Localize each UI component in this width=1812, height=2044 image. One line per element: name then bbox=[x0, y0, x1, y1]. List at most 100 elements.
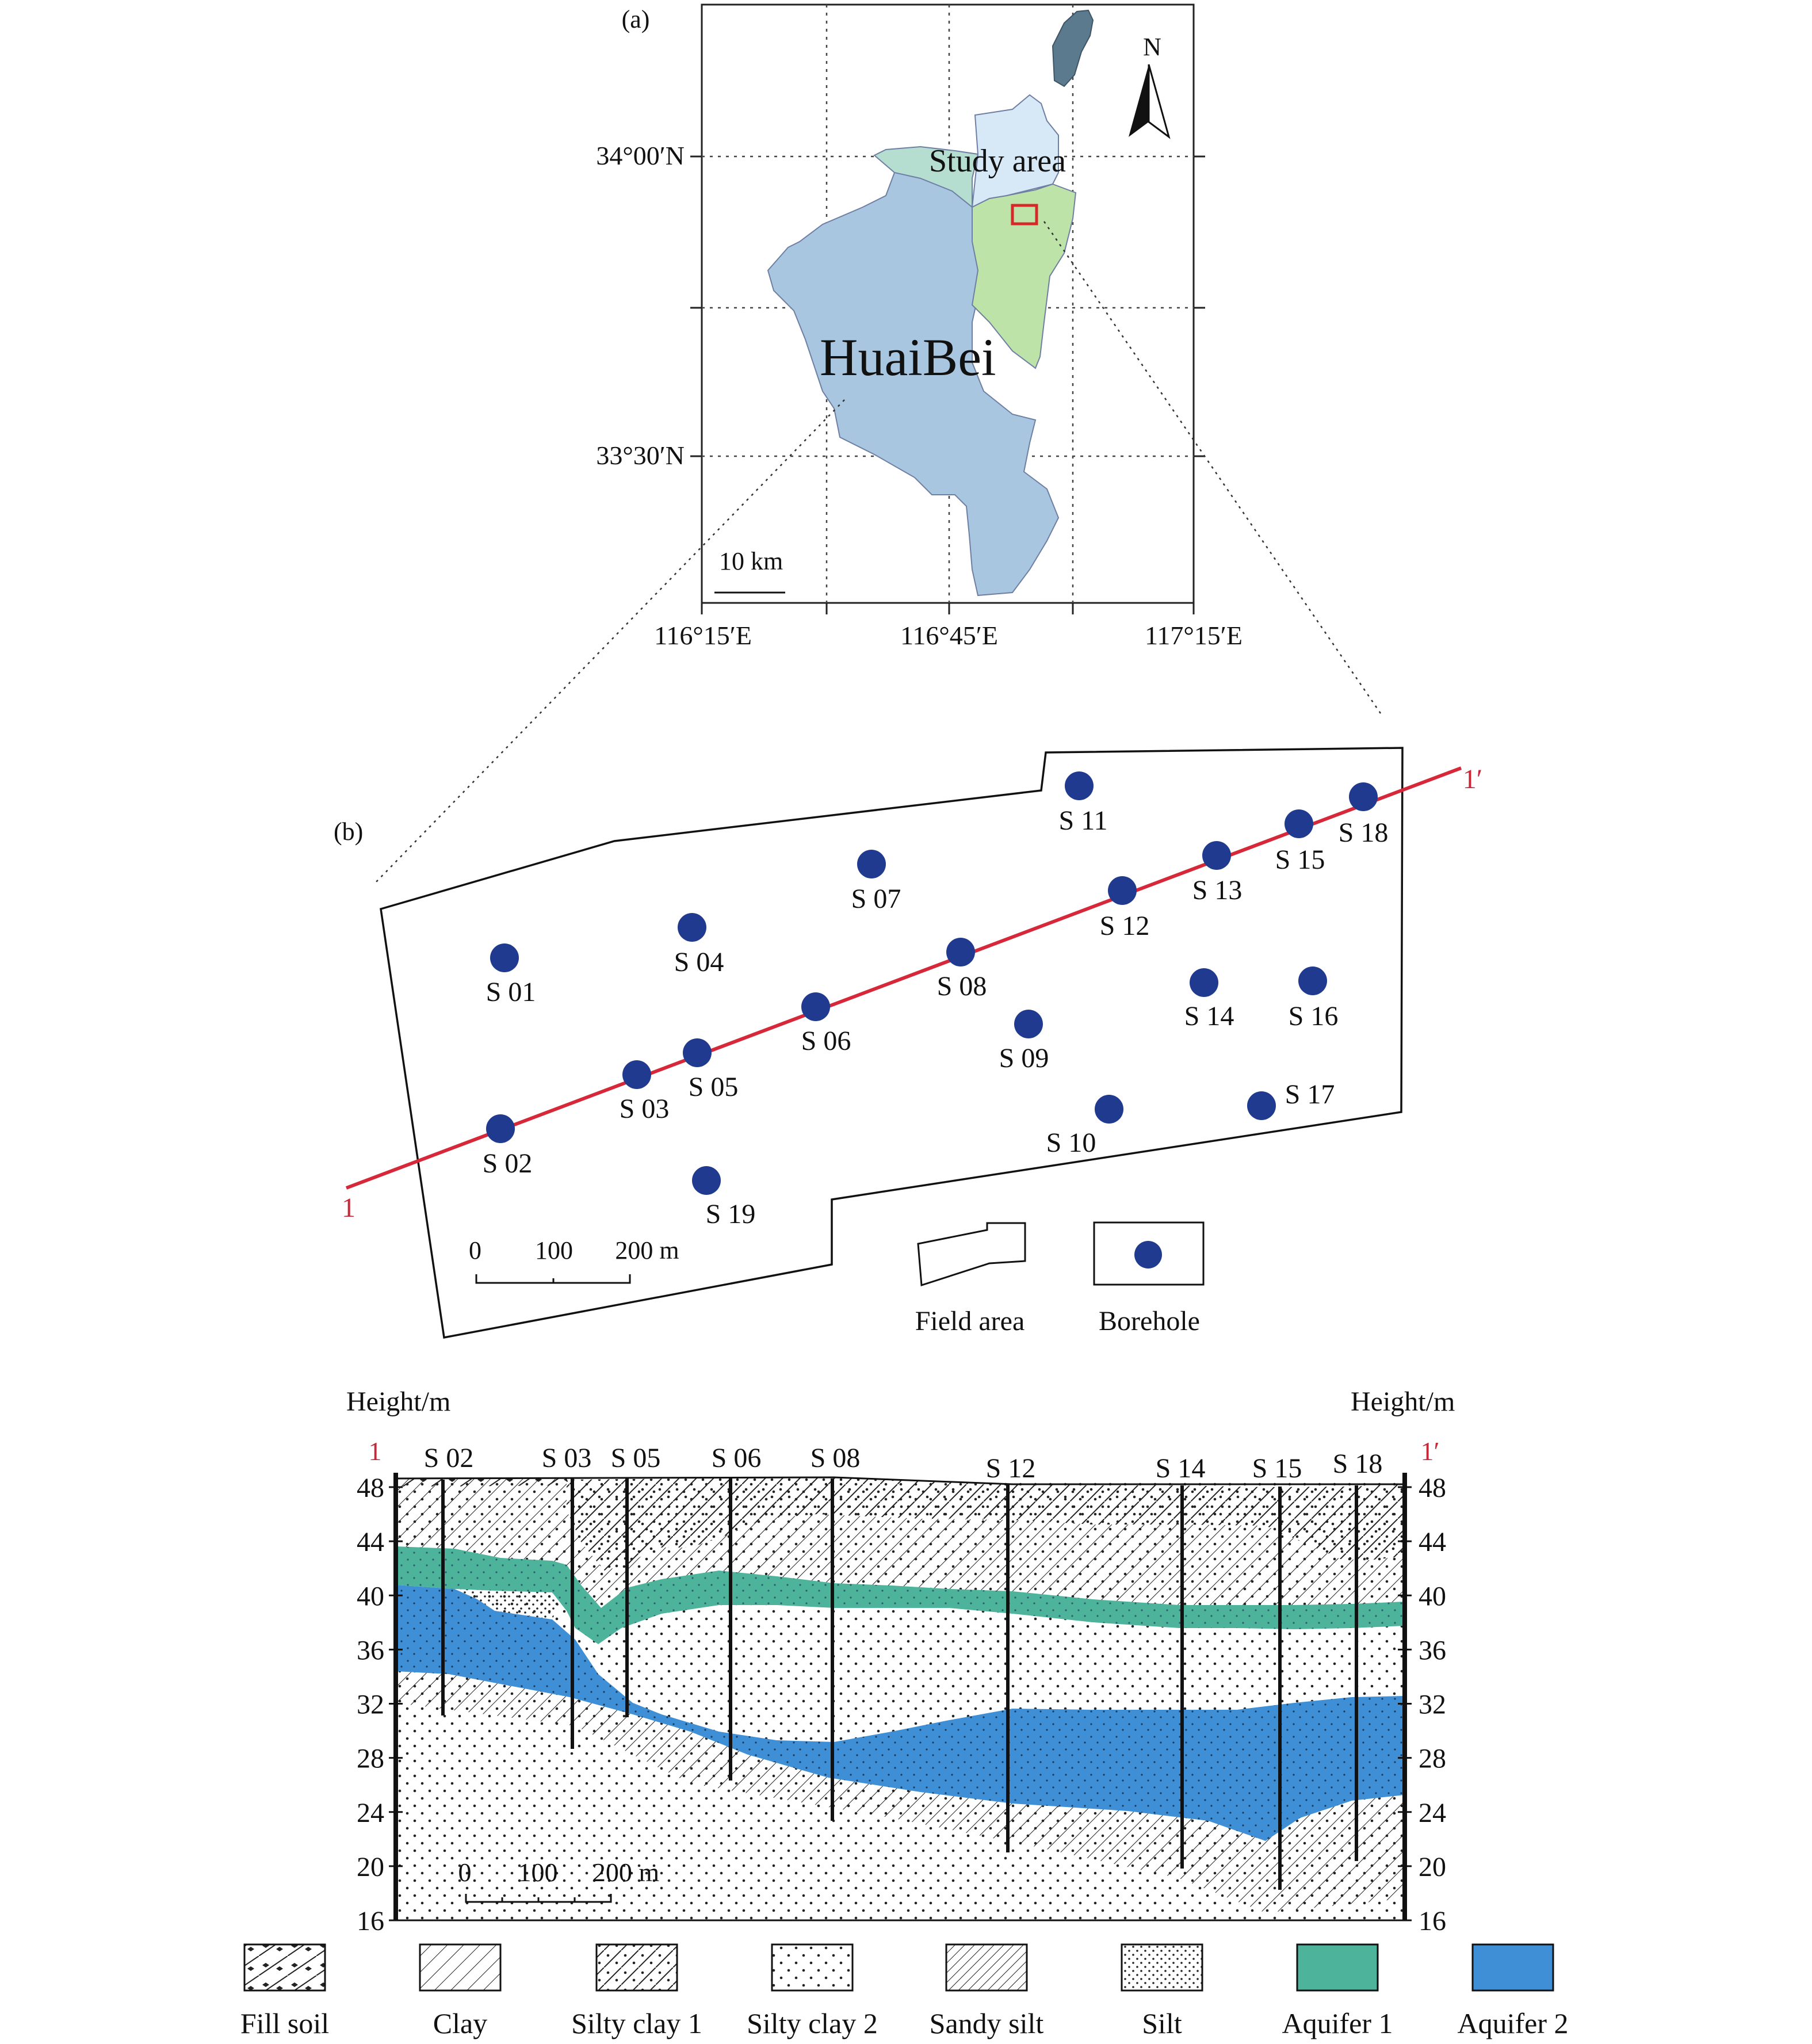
plan-borehole-s-16 bbox=[1298, 966, 1327, 995]
plan-borehole-label-s-03: S 03 bbox=[620, 1094, 670, 1124]
plan-borehole-s-02 bbox=[486, 1114, 515, 1143]
section-scale-tick-200: 200 m bbox=[592, 1858, 660, 1887]
plan-borehole-label-s-08: S 08 bbox=[937, 971, 987, 1002]
legend-swatch-clay bbox=[419, 1943, 502, 1992]
plan-scale: 0 100 200 m bbox=[469, 1236, 679, 1284]
plan-borehole-label-s-01: S 01 bbox=[486, 977, 536, 1007]
zoom-line-left bbox=[374, 399, 845, 884]
layer-silty-clay-1 bbox=[567, 1477, 1405, 1571]
section-boreholes: S 02 S 03 S 05 S 06 S 08 S 12 S 14 S 15 S 18 bbox=[424, 1443, 1383, 1890]
plan-boreholes: S 01 S 02 S 03 S 04 S 05 S 06 S 07 S 08 S 09 S 10… bbox=[483, 771, 1388, 1229]
right-tick-label-44: 44 bbox=[1419, 1527, 1446, 1557]
huaibei-label: HuaiBei bbox=[820, 328, 996, 387]
lat-label-34-00: 34°00′N bbox=[596, 141, 685, 170]
right-tick-label-20: 20 bbox=[1419, 1852, 1446, 1882]
legend-swatch-fill-soil bbox=[243, 1943, 326, 1992]
right-tick-label-40: 40 bbox=[1419, 1581, 1446, 1611]
section-line bbox=[345, 766, 1462, 1190]
plan-borehole-label-s-14: S 14 bbox=[1184, 1001, 1234, 1031]
layer-fill-soil bbox=[396, 1478, 569, 1487]
layer-aquifer-1-texture bbox=[396, 1546, 1405, 1644]
section-left-end: 1 bbox=[369, 1436, 382, 1466]
left-tick-label-40: 40 bbox=[357, 1581, 384, 1611]
section-right-end: 1′ bbox=[1420, 1436, 1439, 1466]
lat-label-33-30: 33°30′N bbox=[596, 441, 685, 470]
left-tick-label-44: 44 bbox=[357, 1527, 384, 1557]
plan-borehole-s-05 bbox=[683, 1038, 712, 1067]
study-area-marker bbox=[1011, 204, 1038, 226]
plan-borehole-s-11 bbox=[1065, 771, 1094, 800]
panel-b-plan: (b) 1 1′ S 01S 02S 03S 04S 05S 06S 07S 0… bbox=[334, 747, 1482, 1339]
north-arrow-light bbox=[1148, 64, 1171, 139]
plan-borehole-s-01 bbox=[490, 943, 519, 972]
section-borehole-label-s-03: S 03 bbox=[542, 1443, 592, 1473]
plan-scale-tick-100: 100 bbox=[535, 1236, 573, 1264]
plan-borehole-s-14 bbox=[1190, 968, 1218, 997]
plan-scale-tick-0: 0 bbox=[469, 1236, 481, 1264]
section-scale: 0 100 200 m bbox=[458, 1858, 660, 1903]
layer-silt-lens bbox=[454, 1588, 567, 1619]
plan-scale-bar bbox=[475, 1274, 631, 1284]
stratigraphy bbox=[396, 1477, 1405, 1920]
lon-label-116-45: 116°45′E bbox=[900, 621, 998, 650]
legend-label-silty-clay-1: Silty clay 1 bbox=[571, 2007, 702, 2039]
legend-field-area-symbol bbox=[917, 1222, 1026, 1287]
right-tick-label-48: 48 bbox=[1419, 1473, 1446, 1503]
legend-swatch-silty-clay-2 bbox=[771, 1943, 854, 1992]
plan-borehole-label-s-04: S 04 bbox=[674, 947, 724, 977]
legend-label-silty-clay-2: Silty clay 2 bbox=[747, 2007, 878, 2039]
plan-scale-tick-200: 200 m bbox=[615, 1236, 679, 1264]
section-scale-tick-100: 100 bbox=[518, 1858, 558, 1887]
plan-borehole-s-15 bbox=[1285, 809, 1313, 838]
legend-swatch-aquifer-1 bbox=[1296, 1943, 1379, 1992]
legend-borehole-box bbox=[1093, 1221, 1205, 1286]
legend-label-aquifer-1: Aquifer 1 bbox=[1282, 2007, 1393, 2039]
section-borehole-label-s-18: S 18 bbox=[1333, 1449, 1383, 1479]
legend-borehole-symbol bbox=[1134, 1241, 1162, 1269]
legend-field-area-label: Field area bbox=[915, 1306, 1025, 1336]
north-region bbox=[971, 94, 1059, 208]
plan-borehole-s-03 bbox=[622, 1060, 651, 1089]
legend-label-fill-soil: Fill soil bbox=[240, 2007, 329, 2039]
legend-label-silt: Silt bbox=[1142, 2007, 1182, 2039]
section-borehole-label-s-05: S 05 bbox=[611, 1443, 661, 1473]
plan-borehole-s-12 bbox=[1108, 876, 1137, 905]
plan-borehole-label-s-19: S 19 bbox=[706, 1199, 756, 1229]
left-tick-label-16: 16 bbox=[357, 1906, 384, 1936]
plan-borehole-s-09 bbox=[1014, 1010, 1043, 1038]
left-axis-title: Height/m bbox=[346, 1386, 450, 1417]
axis-ticks: 48 48 44 44 40 40 36 36 32 32 28 28 24 24 20 20 16 16 bbox=[357, 1473, 1446, 1936]
right-tick-label-28: 28 bbox=[1419, 1744, 1446, 1774]
section-scale-bar bbox=[465, 1894, 612, 1903]
lon-label-117-15: 117°15′E bbox=[1145, 621, 1243, 650]
left-tick-label-24: 24 bbox=[357, 1798, 384, 1828]
section-borehole-label-s-02: S 02 bbox=[424, 1443, 474, 1473]
right-tick-label-32: 32 bbox=[1419, 1690, 1446, 1720]
layer-clay-bottom bbox=[396, 1671, 1405, 1913]
plan-borehole-s-04 bbox=[678, 913, 706, 942]
legend-label-aquifer-2: Aquifer 2 bbox=[1458, 2007, 1569, 2039]
study-area-label: Study area bbox=[929, 143, 1066, 179]
plan-borehole-label-s-12: S 12 bbox=[1100, 911, 1150, 941]
north-arrow: N bbox=[1129, 33, 1171, 139]
plan-borehole-s-19 bbox=[692, 1166, 721, 1195]
plan-borehole-s-06 bbox=[801, 992, 830, 1021]
plan-borehole-s-17 bbox=[1247, 1091, 1276, 1120]
plan-borehole-label-s-11: S 11 bbox=[1059, 805, 1108, 836]
legend-swatch-aquifer-2 bbox=[1471, 1943, 1554, 1992]
plan-borehole-label-s-09: S 09 bbox=[999, 1043, 1049, 1073]
field-area-outline bbox=[380, 747, 1404, 1339]
plan-borehole-label-s-17: S 17 bbox=[1285, 1079, 1335, 1110]
section-borehole-label-s-06: S 06 bbox=[712, 1443, 762, 1473]
right-tick-label-24: 24 bbox=[1419, 1798, 1446, 1828]
northwest-region bbox=[873, 146, 979, 209]
layer-clay-upper bbox=[396, 1495, 1405, 1608]
map-scale-label: 10 km bbox=[719, 547, 783, 575]
right-tick-label-16: 16 bbox=[1419, 1906, 1446, 1936]
left-tick-label-20: 20 bbox=[357, 1852, 384, 1882]
panel-a-label: (a) bbox=[622, 5, 650, 33]
plan-borehole-s-18 bbox=[1349, 782, 1378, 811]
plan-borehole-s-08 bbox=[946, 938, 975, 966]
layer-aquifer-2-texture bbox=[396, 1585, 1405, 1841]
inset-region bbox=[1052, 9, 1094, 87]
